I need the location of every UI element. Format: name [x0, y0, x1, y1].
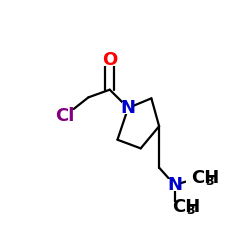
Text: O: O — [102, 51, 117, 69]
Bar — [122, 102, 134, 114]
Text: 3: 3 — [206, 175, 214, 188]
Text: N: N — [167, 176, 182, 194]
Bar — [186, 174, 212, 185]
Text: N: N — [120, 99, 136, 117]
Bar — [104, 54, 116, 66]
Bar — [167, 202, 192, 214]
Text: 3: 3 — [186, 204, 195, 217]
Bar — [56, 110, 75, 122]
Text: CH: CH — [191, 169, 219, 187]
Text: CH: CH — [172, 198, 200, 216]
Text: Cl: Cl — [56, 107, 75, 125]
Bar — [168, 179, 181, 191]
